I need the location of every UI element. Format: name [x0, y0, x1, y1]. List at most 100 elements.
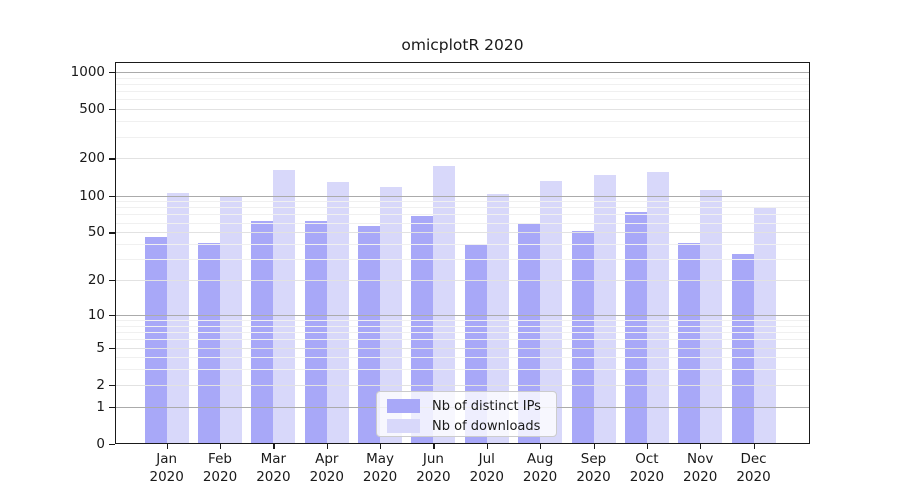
y-tick-label-100: 100 [79, 187, 105, 204]
bar-downloads-nov [700, 190, 723, 444]
bar-downloads-sep [593, 175, 616, 444]
legend-swatch-downloads [387, 419, 420, 433]
x-tick-year: 2020 [629, 468, 665, 485]
bar-distinct-ips-jun [411, 216, 434, 444]
x-tick-label-sep: Sep 2020 [567, 451, 621, 486]
gridline-700 [115, 91, 810, 93]
gridline-4 [115, 357, 810, 359]
x-tick-month: Mar [260, 451, 287, 467]
x-tick-year: 2020 [202, 468, 238, 485]
gridline-70 [115, 214, 810, 216]
legend-label-distinct-ips: Nb of distinct IPs [432, 398, 541, 414]
x-tick-apr [326, 444, 329, 449]
y-tick-label-1000: 1000 [70, 63, 105, 80]
y-tick-0 [109, 444, 115, 446]
x-tick-month: Nov [687, 451, 714, 467]
gridline-90 [115, 201, 810, 203]
x-tick-jun [433, 444, 435, 449]
bar-downloads-oct [646, 172, 669, 444]
x-tick-year: 2020 [683, 468, 718, 485]
chart-title: omicplotR 2020 [401, 36, 524, 54]
x-tick-label-mar: Mar 2020 [246, 451, 300, 486]
x-tick-month: Oct [635, 451, 659, 467]
gridline-10 [115, 314, 810, 316]
x-tick-year: 2020 [469, 468, 504, 485]
bar-downloads-jul [486, 194, 509, 444]
y-tick-label-50: 50 [87, 224, 105, 241]
x-tick-label-nov: Nov 2020 [673, 451, 727, 486]
x-tick-label-jun: Jun 2020 [406, 451, 460, 486]
y-tick-label-2: 2 [96, 376, 105, 393]
y-tick-2 [109, 384, 115, 387]
gridline-6 [115, 339, 810, 341]
bar-downloads-feb [220, 195, 242, 444]
gridline-400 [115, 121, 810, 123]
x-tick-label-jul: Jul 2020 [460, 451, 514, 486]
y-tick-1 [109, 406, 115, 408]
x-tick-nov [700, 444, 702, 449]
legend: Nb of distinct IPs Nb of downloads [376, 391, 557, 437]
y-tick-label-1: 1 [96, 398, 105, 415]
x-tick-month: Feb [208, 451, 232, 467]
y-tick-label-500: 500 [79, 101, 105, 118]
y-tick-label-20: 20 [87, 272, 105, 288]
bar-downloads-jun [433, 165, 456, 444]
x-tick-month: Dec [740, 451, 767, 467]
bar-distinct-ips-oct [624, 212, 647, 444]
gridline-7 [115, 332, 810, 333]
gridline-500 [115, 109, 810, 111]
bar-distinct-ips-aug [518, 223, 541, 444]
y-tick-label-10: 10 [87, 306, 105, 323]
x-tick-month: Sep [580, 451, 607, 467]
legend-label-downloads: Nb of downloads [432, 418, 541, 434]
x-tick-label-jan: Jan 2020 [140, 451, 194, 486]
y-tick-10 [109, 314, 115, 317]
y-tick-1000 [109, 71, 115, 74]
gridline-3 [115, 369, 810, 371]
y-tick-200 [109, 158, 115, 160]
gridline-80 [115, 207, 810, 209]
x-tick-jan [166, 444, 168, 449]
gridline-50 [115, 232, 810, 234]
bar-downloads-jan [166, 192, 189, 444]
x-tick-month: Apr [315, 451, 339, 467]
y-tick-label-0: 0 [96, 436, 105, 452]
y-tick-500 [109, 109, 115, 111]
bar-downloads-mar [273, 170, 296, 444]
x-tick-dec [753, 444, 755, 449]
x-tick-year: 2020 [576, 468, 611, 485]
y-tick-20 [109, 280, 115, 282]
x-tick-month: Jan [156, 451, 178, 467]
x-tick-month: Jun [422, 451, 444, 467]
bar-downloads-aug [540, 180, 563, 444]
bar-distinct-ips-sep [571, 231, 594, 444]
x-tick-oct [646, 444, 649, 449]
gridline-300 [115, 136, 810, 138]
gridline-40 [115, 244, 810, 245]
x-tick-month: Jul [478, 451, 495, 467]
bar-distinct-ips-jan [144, 236, 167, 444]
x-tick-sep [593, 444, 595, 449]
bar-downloads-apr [326, 181, 349, 444]
legend-swatch-distinct-ips [387, 399, 420, 413]
gridline-100 [115, 195, 810, 197]
x-tick-year: 2020 [416, 468, 451, 485]
y-tick-label-200: 200 [79, 150, 105, 167]
plot-area-frame [115, 62, 810, 444]
y-tick-5 [109, 347, 115, 349]
legend-item-downloads: Nb of downloads [387, 418, 540, 434]
gridline-8 [115, 325, 810, 327]
x-tick-label-feb: Feb 2020 [193, 451, 247, 486]
bar-distinct-ips-feb [198, 242, 220, 444]
x-tick-label-aug: Aug 2020 [513, 451, 567, 486]
x-tick-year: 2020 [256, 468, 291, 485]
x-tick-may [380, 444, 382, 449]
legend-item-distinct-ips: Nb of distinct IPs [387, 398, 541, 414]
gridline-2 [115, 384, 810, 386]
x-tick-label-oct: Oct 2020 [620, 451, 674, 486]
gridline-800 [115, 83, 810, 85]
gridline-1000 [115, 71, 810, 73]
gridline-200 [115, 158, 810, 160]
y-tick-50 [109, 232, 115, 234]
